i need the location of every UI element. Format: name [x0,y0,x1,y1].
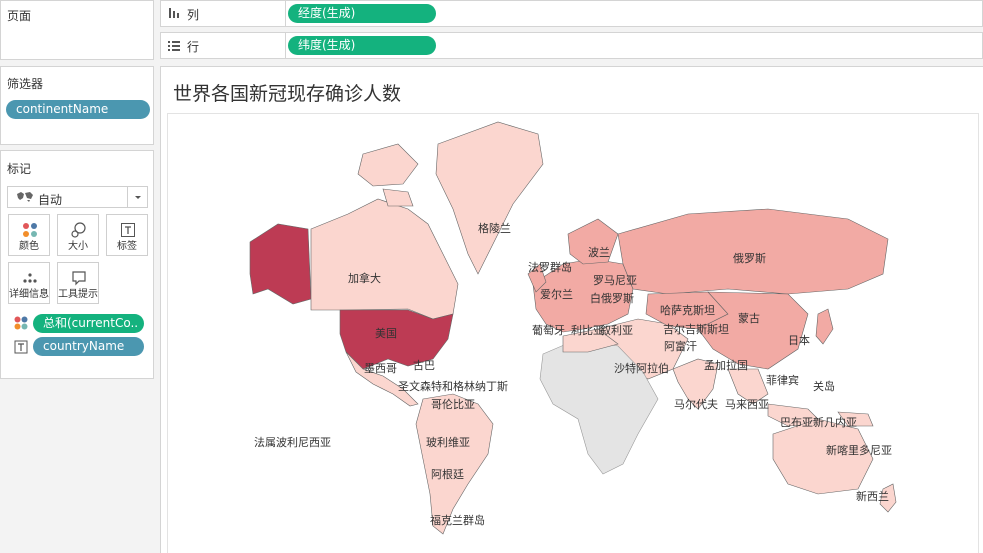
country-north-africa[interactable] [562,328,619,353]
map-label-falklands: 福克兰群岛 [430,513,485,527]
detail-icon [23,273,37,283]
detail-button[interactable]: 详细信息 [8,262,50,304]
color-button[interactable]: 颜色 [8,214,50,256]
country-uk[interactable] [527,263,547,293]
pages-panel-title: 页面 [7,9,32,23]
map-label-cuba: 古巴 [413,359,435,372]
latitude-pill[interactable]: 纬度(生成) [288,36,436,55]
label-button[interactable]: 标签 [106,214,148,256]
color-encoding-icon [14,316,28,333]
map-label-romania: 罗马尼亚 [593,274,637,287]
country-png[interactable] [837,411,874,427]
country-usa-alaska[interactable] [249,223,312,305]
marks-panel[interactable]: 标记 自动 颜色 大小 标签 详细信息 工具提示 总和(currentCo.. … [0,150,154,379]
pages-panel[interactable]: 页面 [0,0,154,60]
country-new-zealand[interactable] [879,483,897,513]
text-label-icon [121,223,135,237]
columns-label: 列 [187,8,200,22]
map-label-canada: 加拿大 [348,271,381,285]
map-label-afghanistan: 阿富汗 [664,339,697,353]
size-icon [71,222,86,238]
map-label-syria: 叙利亚 [600,323,633,337]
country-mexico[interactable] [345,351,419,407]
map-label-bolivia: 玻利维亚 [426,436,470,449]
country-africa[interactable] [539,338,659,475]
chevron-down-icon [127,187,147,207]
color-encoding-pill[interactable]: 总和(currentCo.. [33,314,144,333]
color-icon [23,223,37,237]
color-button-label: 颜色 [19,241,39,252]
country-south-america[interactable] [415,393,494,535]
map-label-new-caledonia: 新喀里多尼亚 [826,443,892,457]
country-russia[interactable] [617,208,889,295]
marks-panel-title: 标记 [7,162,32,176]
map-label-greenland: 格陵兰 [478,221,511,235]
map-label-mexico: 墨西哥 [364,362,397,375]
map-label-russia: 俄罗斯 [733,252,766,265]
world-map[interactable]: 格陵兰 加拿大 美国 墨西哥 古巴 圣文森特和格林纳丁斯 哥伦比亚 玻利维亚 阿… [167,113,979,553]
tooltip-button-label: 工具提示 [58,289,98,300]
map-label-colombia: 哥伦比亚 [431,397,475,411]
rows-icon [168,40,180,55]
mark-type-label: 自动 [38,193,63,207]
country-china[interactable] [697,291,809,370]
map-label-japan: 日本 [788,333,810,347]
map-label-kazakhstan: 哈萨克斯坦 [660,303,715,317]
map-label-kyrgyzstan: 吉尔吉斯斯坦 [663,322,729,336]
label-encoding-pill[interactable]: countryName [33,337,144,356]
map-label-new-zealand: 新西兰 [856,489,889,503]
map-label-belarus: 白俄罗斯 [590,291,634,305]
filters-panel[interactable]: 筛选器 continentName [0,66,154,145]
rows-shelf[interactable]: 行 纬度(生成) [160,32,983,59]
map-label-french-polynesia: 法属波利尼西亚 [254,435,331,449]
country-canada[interactable] [310,198,459,320]
map-label-bangladesh: 孟加拉国 [704,358,748,372]
map-label-poland: 波兰 [588,246,610,259]
map-label-philippines: 菲律宾 [766,373,799,387]
label-button-label: 标签 [117,241,137,252]
map-icon [16,191,34,206]
size-button[interactable]: 大小 [57,214,99,256]
map-label-png: 巴布亚新几内亚 [780,415,857,429]
country-canada-islands[interactable] [357,143,419,207]
map-label-usa: 美国 [375,327,397,340]
visualization-area: 世界各国新冠现存确诊人数 [160,66,983,553]
map-label-mongolia: 蒙古 [738,312,760,325]
shelf-divider [285,33,286,58]
tooltip-icon [72,271,86,286]
map-label-maldives: 马尔代夫 [674,398,718,411]
map-label-st-vincent: 圣文森特和格林纳丁斯 [398,379,508,393]
map-label-portugal: 葡萄牙 [532,324,565,337]
tooltip-button[interactable]: 工具提示 [57,262,99,304]
shelf-divider [285,1,286,26]
country-usa[interactable] [339,309,454,370]
country-australia[interactable] [772,418,874,495]
columns-shelf[interactable]: 列 经度(生成) [160,0,983,27]
filters-panel-title: 筛选器 [7,77,44,91]
map-label-guam: 关岛 [813,379,835,393]
map-label-saudi: 沙特阿拉伯 [614,361,669,375]
mark-type-dropdown[interactable]: 自动 [7,186,148,208]
longitude-pill[interactable]: 经度(生成) [288,4,436,23]
size-button-label: 大小 [68,241,88,252]
rows-label: 行 [187,40,200,54]
country-japan[interactable] [815,308,834,345]
continent-filter-pill[interactable]: continentName [6,100,150,119]
country-scandinavia[interactable] [567,218,619,265]
world-map-svg[interactable]: 格陵兰 加拿大 美国 墨西哥 古巴 圣文森特和格林纳丁斯 哥伦比亚 玻利维亚 阿… [168,114,980,553]
map-label-libya: 利比亚 [571,324,604,337]
text-encoding-icon [14,340,28,357]
map-label-faroe: 法罗群岛 [528,260,572,274]
detail-button-label: 详细信息 [9,289,49,300]
map-label-argentina: 阿根廷 [431,467,464,481]
map-label-ireland: 爱尔兰 [540,288,573,301]
columns-icon [168,7,180,22]
country-greenland[interactable] [435,121,544,275]
map-label-malaysia: 马来西亚 [725,398,769,411]
visualization-title: 世界各国新冠现存确诊人数 [173,83,402,105]
country-india[interactable] [672,358,719,410]
